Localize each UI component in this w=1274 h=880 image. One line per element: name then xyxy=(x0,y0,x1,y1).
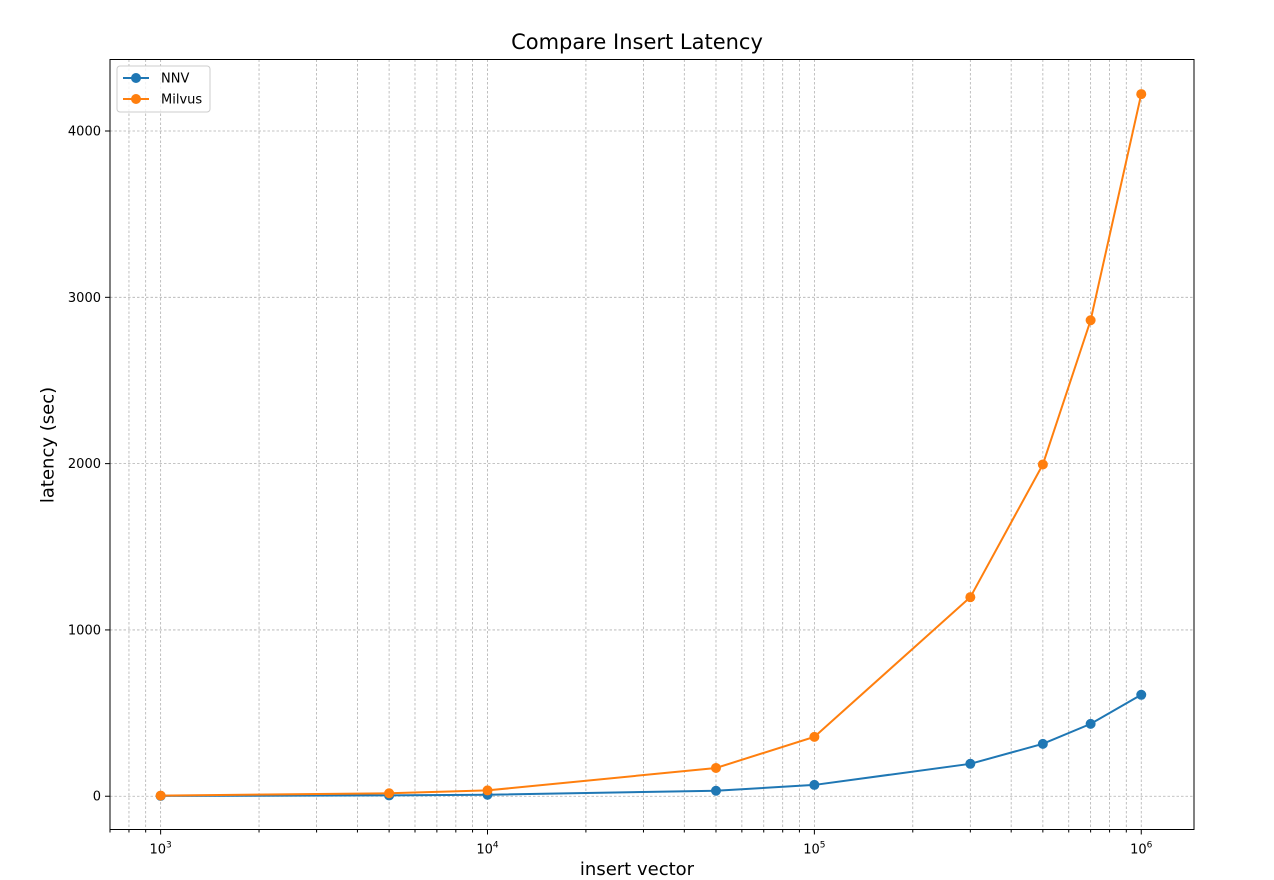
series-line-nnv xyxy=(160,693,1142,797)
data-point-milvus xyxy=(384,788,395,799)
grid xyxy=(109,59,1194,830)
data-point-milvus xyxy=(809,731,820,742)
data-point-milvus xyxy=(710,762,721,773)
data-point-milvus xyxy=(1037,459,1048,470)
series-layer xyxy=(155,89,1147,801)
x-axis-label: insert vector xyxy=(579,859,695,880)
legend-marker-nnv xyxy=(131,73,141,83)
y-tick-label: 2000 xyxy=(68,457,101,472)
data-point-milvus xyxy=(482,785,493,796)
data-point-nnv xyxy=(1085,718,1096,729)
data-point-nnv xyxy=(809,779,820,790)
legend-label-nnv: NNV xyxy=(161,72,189,87)
legend-label-milvus: Milvus xyxy=(161,93,202,108)
series-line-milvus xyxy=(160,93,1143,797)
data-point-nnv xyxy=(710,785,721,796)
y-tick-label: 0 xyxy=(93,790,101,805)
plot-frame xyxy=(109,59,1195,830)
axis-ticks: 103 104 105 106 0 1000 2000 3000 4000 xyxy=(68,125,1153,858)
legend-marker-milvus xyxy=(131,94,141,104)
y-tick-label: 3000 xyxy=(68,291,101,306)
x-tick-label: 104 xyxy=(476,841,499,858)
x-tick-label: 106 xyxy=(1130,841,1153,858)
x-tick-label: 103 xyxy=(149,841,171,858)
data-point-nnv xyxy=(1037,738,1048,749)
data-point-milvus xyxy=(965,592,976,603)
data-point-milvus xyxy=(155,790,166,801)
data-point-nnv xyxy=(1136,689,1147,700)
y-tick-label: 1000 xyxy=(68,623,101,638)
y-tick-label: 4000 xyxy=(68,125,101,140)
data-point-milvus xyxy=(1085,315,1096,326)
x-tick-label: 105 xyxy=(803,841,825,858)
chart-title: Compare Insert Latency xyxy=(511,30,763,54)
data-point-nnv xyxy=(965,758,976,769)
data-point-milvus xyxy=(1136,89,1147,100)
legend: NNV Milvus xyxy=(116,65,211,113)
